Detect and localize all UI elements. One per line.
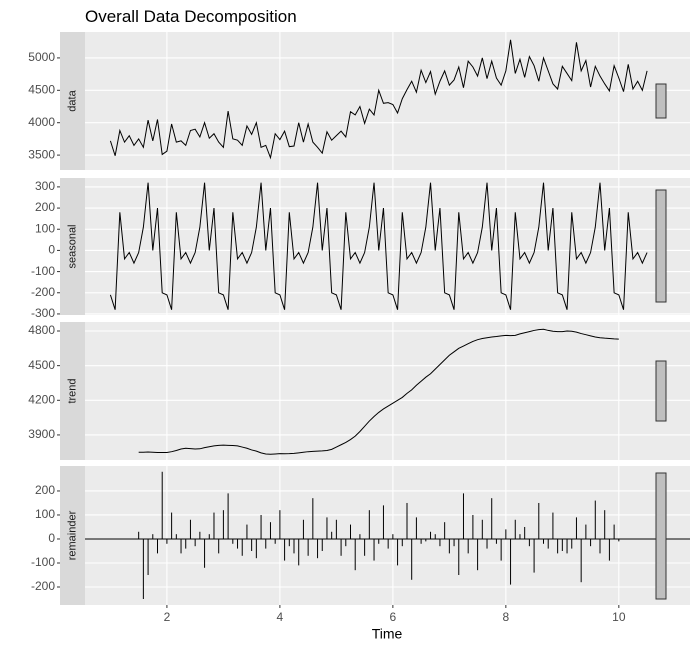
scale-bar	[655, 360, 667, 422]
y-tick-label: 200	[35, 483, 55, 497]
y-tick-label: 3900	[28, 427, 55, 441]
scale-bar	[655, 189, 667, 303]
y-tick-label: 0	[48, 531, 55, 545]
y-tick-label: 5000	[28, 50, 55, 64]
y-tick-label: 4500	[28, 358, 55, 372]
x-tick-label: 6	[390, 610, 397, 624]
scale-bars	[655, 83, 667, 600]
panel-background	[85, 466, 690, 605]
data-line	[109, 39, 648, 160]
y-tick-label: 4500	[28, 82, 55, 96]
x-axis-title: Time	[372, 626, 403, 642]
y-tick-label: -200	[31, 285, 55, 299]
x-tick-label: 4	[277, 610, 284, 624]
scale-bar	[655, 83, 667, 119]
panel-background	[85, 322, 690, 460]
y-tick-label: 200	[35, 200, 55, 214]
strip-label: seasonal	[66, 224, 78, 268]
x-tick-label: 2	[164, 610, 171, 624]
panel-background	[85, 32, 690, 170]
strip-label: data	[66, 89, 78, 111]
y-tick-label: 300	[35, 179, 55, 193]
panel: trend 3900 4200 4500 4800	[28, 322, 690, 460]
y-tick-label: -100	[31, 555, 55, 569]
data-line	[109, 182, 648, 310]
panel: data 3500 4000 4500 5000	[28, 32, 690, 170]
panel-background	[85, 178, 690, 315]
data-line	[138, 328, 619, 455]
y-tick-label: 100	[35, 221, 55, 235]
y-tick-label: -300	[31, 306, 55, 320]
y-tick-label: 0	[48, 243, 55, 257]
strip	[60, 32, 85, 170]
y-tick-label: 4200	[28, 392, 55, 406]
x-tick-label: 8	[503, 610, 510, 624]
y-tick-label: 100	[35, 507, 55, 521]
strip-label: trend	[66, 378, 78, 403]
y-tick-label: -200	[31, 579, 55, 593]
scale-bar	[655, 472, 667, 600]
y-tick-label: -100	[31, 264, 55, 278]
strip	[60, 178, 85, 315]
strip-label: remainder	[66, 510, 78, 560]
y-tick-label: 3500	[28, 147, 55, 161]
chart-title: Overall Data Decomposition	[85, 7, 297, 26]
strip	[60, 466, 85, 605]
panel: seasonal -300 -200 -100 0 100 200 300	[31, 178, 690, 320]
panels: data 3500 4000 4500 5000 seasonal -300 -200 -100…	[28, 32, 690, 624]
panel: remainder -200 -100 0 100 200	[31, 466, 690, 605]
strip	[60, 322, 85, 460]
x-tick-label: 10	[612, 610, 626, 624]
y-tick-label: 4800	[28, 323, 55, 337]
y-tick-label: 4000	[28, 115, 55, 129]
